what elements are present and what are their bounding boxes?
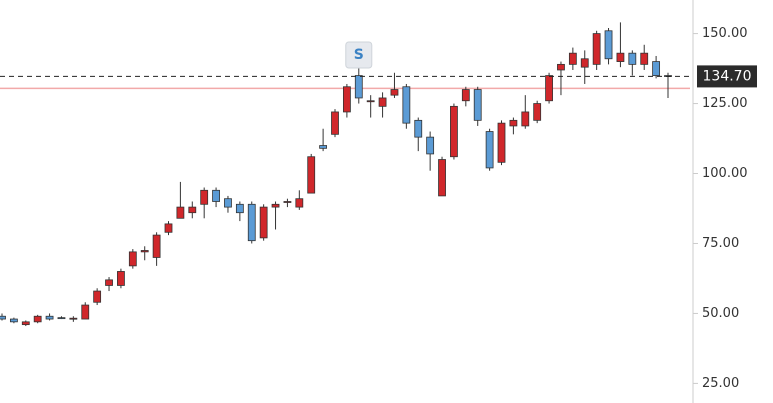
candle-body [354, 75, 363, 99]
candle-body [378, 97, 387, 107]
candle-body [485, 131, 494, 169]
candle-body [461, 89, 470, 102]
candle-body [331, 111, 339, 135]
candle-body [45, 315, 54, 320]
candle-body [616, 52, 625, 62]
candle-body [568, 52, 577, 65]
candle-body [69, 317, 78, 320]
candle-body [224, 198, 232, 208]
candle-body [212, 189, 220, 202]
price-label: 134.70 [703, 68, 752, 84]
y-tick-label: 75.00 [702, 236, 739, 251]
y-tick-label: 100.00 [702, 166, 748, 181]
marker-label: S [354, 47, 364, 63]
price-label-box [697, 65, 757, 88]
candle-body [414, 119, 423, 138]
y-tick-label: 50.00 [702, 306, 739, 321]
candle-body [557, 63, 565, 71]
candle-body [0, 315, 6, 320]
candle-body [152, 234, 161, 258]
candle-body [105, 279, 113, 286]
candle-body [545, 75, 553, 102]
candle-body [604, 30, 613, 60]
marker-box [345, 41, 373, 69]
candle-body [390, 89, 399, 96]
candle-body [652, 61, 661, 76]
candle-body [235, 203, 244, 214]
candle-body [628, 52, 637, 65]
candle-body [117, 271, 125, 286]
candle-body [366, 100, 375, 103]
candle-body [426, 136, 435, 155]
candle-body [128, 251, 137, 267]
candle-body [640, 52, 649, 65]
candle-body [319, 145, 328, 149]
candle-body [259, 206, 268, 239]
candle-body [533, 103, 542, 121]
candle-body [200, 189, 209, 205]
candle-body [33, 315, 42, 323]
candle-body [592, 33, 601, 65]
candle-body [295, 198, 304, 208]
candle-body [473, 89, 482, 121]
candle-body [509, 119, 518, 127]
candle-body [164, 223, 173, 233]
candle-body [176, 206, 185, 219]
candle-body [271, 203, 280, 208]
candle-body [93, 290, 102, 303]
candle-body [580, 58, 589, 68]
y-tick-label: 25.00 [702, 376, 739, 391]
candle-body [140, 250, 149, 253]
candle-body [81, 304, 90, 320]
candle-body [402, 86, 411, 124]
candle-body [521, 111, 530, 127]
candle-body [247, 203, 256, 242]
candle-body [188, 206, 197, 214]
y-tick-label: 125.00 [702, 96, 748, 111]
candle-body [438, 159, 446, 197]
candle-body [342, 86, 351, 113]
candle-body [450, 105, 458, 158]
y-tick-label: 150.00 [702, 26, 748, 41]
candle-body [57, 317, 66, 320]
candle-body [283, 201, 292, 203]
candle-body [9, 318, 18, 323]
candle-body [307, 156, 316, 194]
candle-body [497, 122, 506, 163]
candle-body [21, 321, 30, 326]
